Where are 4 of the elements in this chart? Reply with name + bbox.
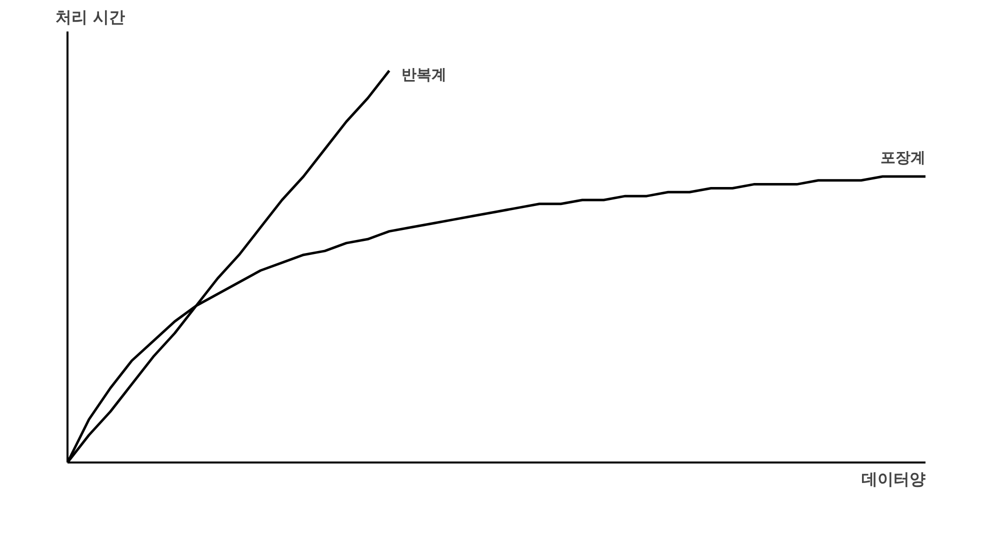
series-label: 포장계 — [880, 148, 926, 166]
x-axis-title: 데이터양 — [862, 470, 926, 488]
series-label: 반복계 — [401, 66, 446, 84]
y-axis-title: 처리 시간 — [56, 8, 126, 26]
